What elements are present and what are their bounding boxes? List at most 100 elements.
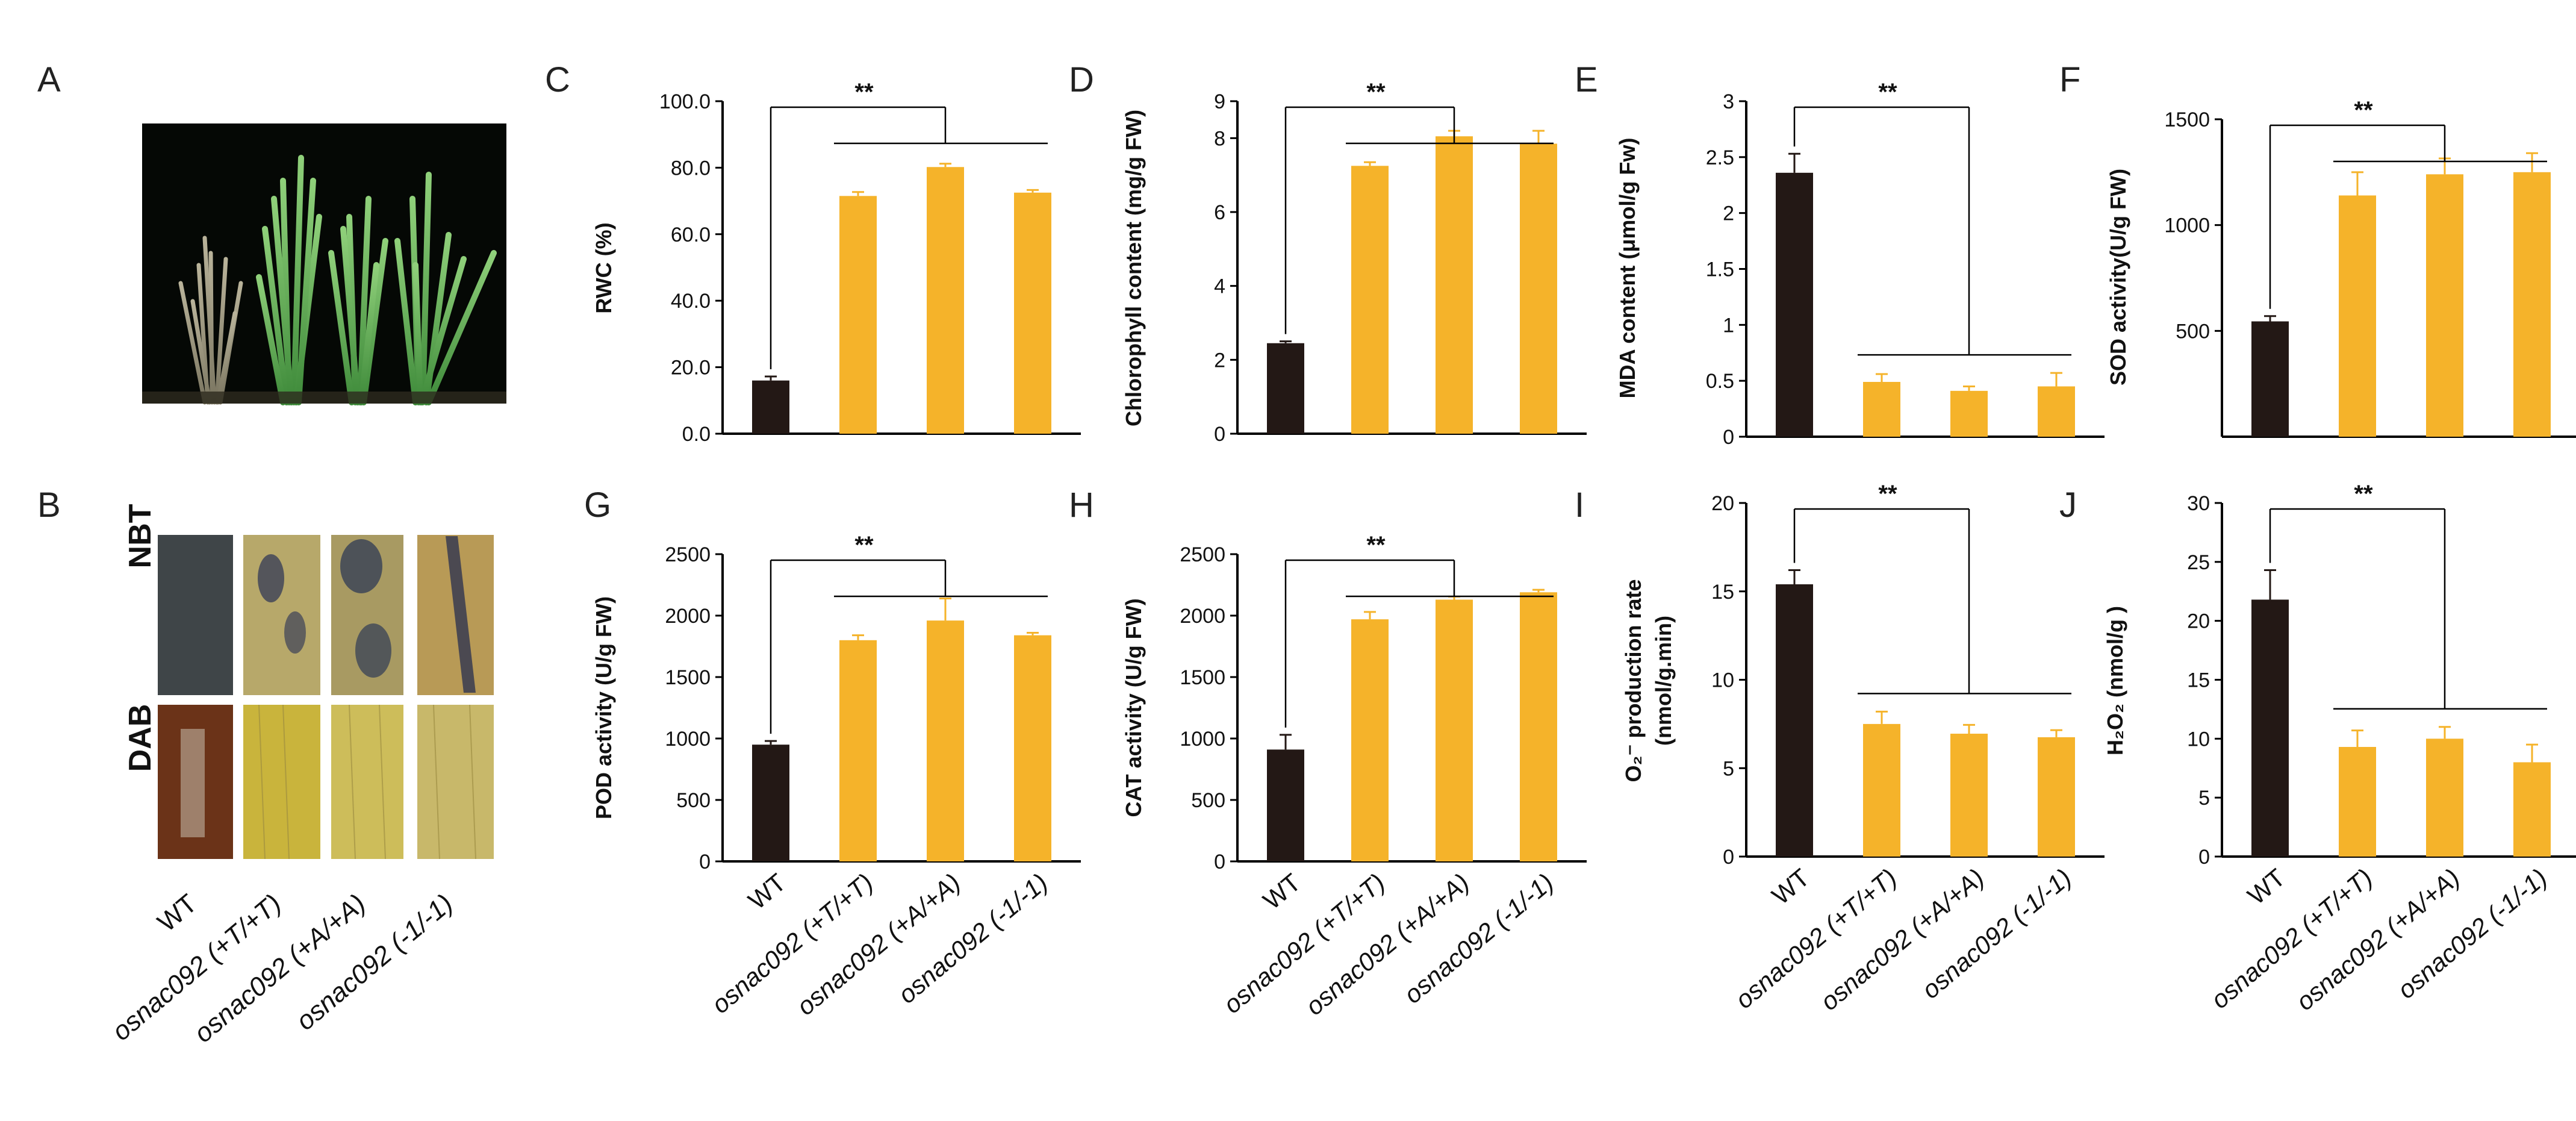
bar-mutant [1520, 592, 1557, 861]
bar-wt [1776, 172, 1813, 437]
y-tick-label: 6 [1214, 201, 1225, 224]
y-tick-label: 15 [1711, 581, 1734, 604]
panel-letter: J [2059, 486, 2077, 525]
bar-wt [2251, 599, 2289, 857]
y-tick-label: 80.0 [671, 157, 711, 180]
y-tick-label: 20 [2187, 610, 2210, 633]
y-tick-label: 100.0 [659, 90, 711, 113]
dab-label: DAB [123, 704, 158, 772]
bar-wt [1776, 584, 1813, 857]
x-tick-label: WT [1767, 863, 1815, 910]
bar-mutant [1863, 382, 1900, 437]
significance-marker: ** [1366, 532, 1386, 558]
x-tick-label: osnac092 (-1/-1) [1399, 868, 1559, 1009]
significance-marker: ** [2354, 97, 2373, 123]
chart-panel-f: F 500 1000 1500 SOD activity(U/g FW) ** [2059, 60, 2576, 438]
y-tick-label: 2000 [1180, 605, 1225, 628]
y-tick-label: 5 [1723, 757, 1734, 780]
x-tick-label: osnac092 (+A/+A) [1815, 863, 1990, 1016]
nbt-leaf-wt [158, 535, 233, 695]
dab-leaf-1 [243, 705, 320, 859]
y-axis-label: SOD activity(U/g FW) [2106, 169, 2130, 386]
x-tick-label: osnac092 (+A/+A) [2291, 863, 2465, 1016]
y-tick-label: 20 [1711, 492, 1734, 515]
y-axis-label: RWC (%) [591, 222, 616, 313]
y-tick-label: 2 [1214, 349, 1225, 372]
panel-letter-b: B [37, 486, 61, 525]
stain-images: NBT DAB [123, 504, 494, 860]
bar-mutant [1520, 143, 1557, 434]
bar-mutant [2426, 738, 2463, 857]
bar-charts: C 0.0 20.0 40.0 60.0 80.0 100.0 RWC (%) ** D 0 2 4 6 8… [545, 60, 2576, 1021]
y-tick-label: 1000 [665, 728, 711, 751]
nbt-label: NBT [123, 504, 158, 568]
y-tick-label: 0 [1723, 426, 1734, 449]
panel-letter: D [1069, 60, 1094, 99]
y-tick-label: 1000 [2164, 214, 2210, 237]
y-axis-label: H₂O₂ (nmol/g ) [2103, 606, 2127, 755]
bar-mutant [2426, 174, 2463, 437]
bar-mutant [1014, 635, 1051, 861]
y-tick-label: 500 [2176, 320, 2210, 343]
y-tick-label: 2000 [665, 605, 711, 628]
y-tick-label: 25 [2187, 551, 2210, 574]
chart-panel-d: D 0 2 4 6 8 9 Chlorophyll content (mg/g FW) ** [1069, 60, 1587, 446]
panel-letter: I [1575, 486, 1584, 525]
y-tick-label: 40.0 [671, 290, 711, 313]
y-tick-label: 4 [1214, 275, 1225, 298]
x-tick-label: WT [743, 868, 791, 915]
y-tick-label: 2.5 [1706, 146, 1734, 169]
y-tick-label: 2500 [1180, 543, 1225, 566]
y-tick-label: 8 [1214, 127, 1225, 150]
chart-panel-i: I 0 5 10 15 20 O₂⁻ production rate (nmol/g.min)… [1575, 481, 2105, 1016]
y-tick-label: 1500 [1180, 666, 1225, 689]
chart-panel-c: C 0.0 20.0 40.0 60.0 80.0 100.0 RWC (%) ** [545, 60, 1081, 446]
significance-marker: ** [854, 532, 874, 558]
y-tick-label: 0 [1214, 423, 1225, 446]
bar-mutant [1436, 136, 1473, 434]
y-tick-label: 60.0 [671, 223, 711, 246]
x-tick-label: osnac092 (-1/-1) [1917, 863, 2077, 1004]
bar-mutant [1351, 166, 1389, 434]
x-tick-label: osnac092 (+T/+T) [706, 868, 879, 1019]
x-tick-label: osnac092 (+T/+T) [1730, 863, 1902, 1014]
y-tick-label: 1500 [665, 666, 711, 689]
bar-mutant [927, 620, 964, 861]
bar-mutant [1950, 390, 1988, 437]
y-tick-label: 15 [2187, 669, 2210, 692]
y-axis-label: Chlorophyll content (mg/g FW) [1121, 110, 1146, 426]
bar-mutant [1436, 599, 1473, 861]
bar-mutant [2038, 737, 2075, 857]
x-tick-label: osnac092 (-1/-1) [893, 868, 1053, 1009]
significance-marker: ** [2354, 481, 2373, 507]
stain-cat-label: osnac092 (-1/-1) [291, 888, 459, 1036]
x-tick-label: WT [1258, 868, 1306, 915]
bar-wt [1267, 749, 1304, 861]
x-tick-label: osnac092 (-1/-1) [2392, 863, 2553, 1004]
y-axis-label: O₂⁻ production rate [1621, 579, 1646, 782]
bar-mutant [2513, 762, 2551, 857]
bar-mutant [1950, 734, 1988, 857]
y-tick-label: 1500 [2164, 108, 2210, 131]
y-tick-label: 500 [1191, 789, 1225, 812]
y-tick-label: 2500 [665, 543, 711, 566]
dab-leaf-3 [417, 705, 494, 859]
plant-photo [142, 123, 506, 405]
bar-mutant [839, 640, 877, 861]
chart-panel-g: G 0 500 1000 1500 2000 2500 POD activity (U/g F… [584, 486, 1081, 1021]
y-tick-label: 20.0 [671, 357, 711, 379]
bar-wt [1267, 343, 1304, 434]
panel-letter: G [584, 486, 611, 525]
y-tick-label: 2 [1723, 202, 1734, 225]
y-axis-label: MDA content (μmol/g Fw) [1615, 138, 1640, 399]
bar-mutant [2339, 747, 2376, 857]
bar-wt [752, 380, 789, 434]
y-tick-label: 0 [1214, 851, 1225, 873]
chart-panel-e: E 0 0.5 1 1.5 2 2.5 3 MDA content (μmol/g Fw) ** [1575, 60, 2105, 449]
y-tick-label: 0 [2198, 846, 2210, 869]
x-tick-label: WT [2242, 863, 2291, 910]
y-tick-label: 1 [1723, 314, 1734, 337]
panel-letter: E [1575, 60, 1598, 99]
